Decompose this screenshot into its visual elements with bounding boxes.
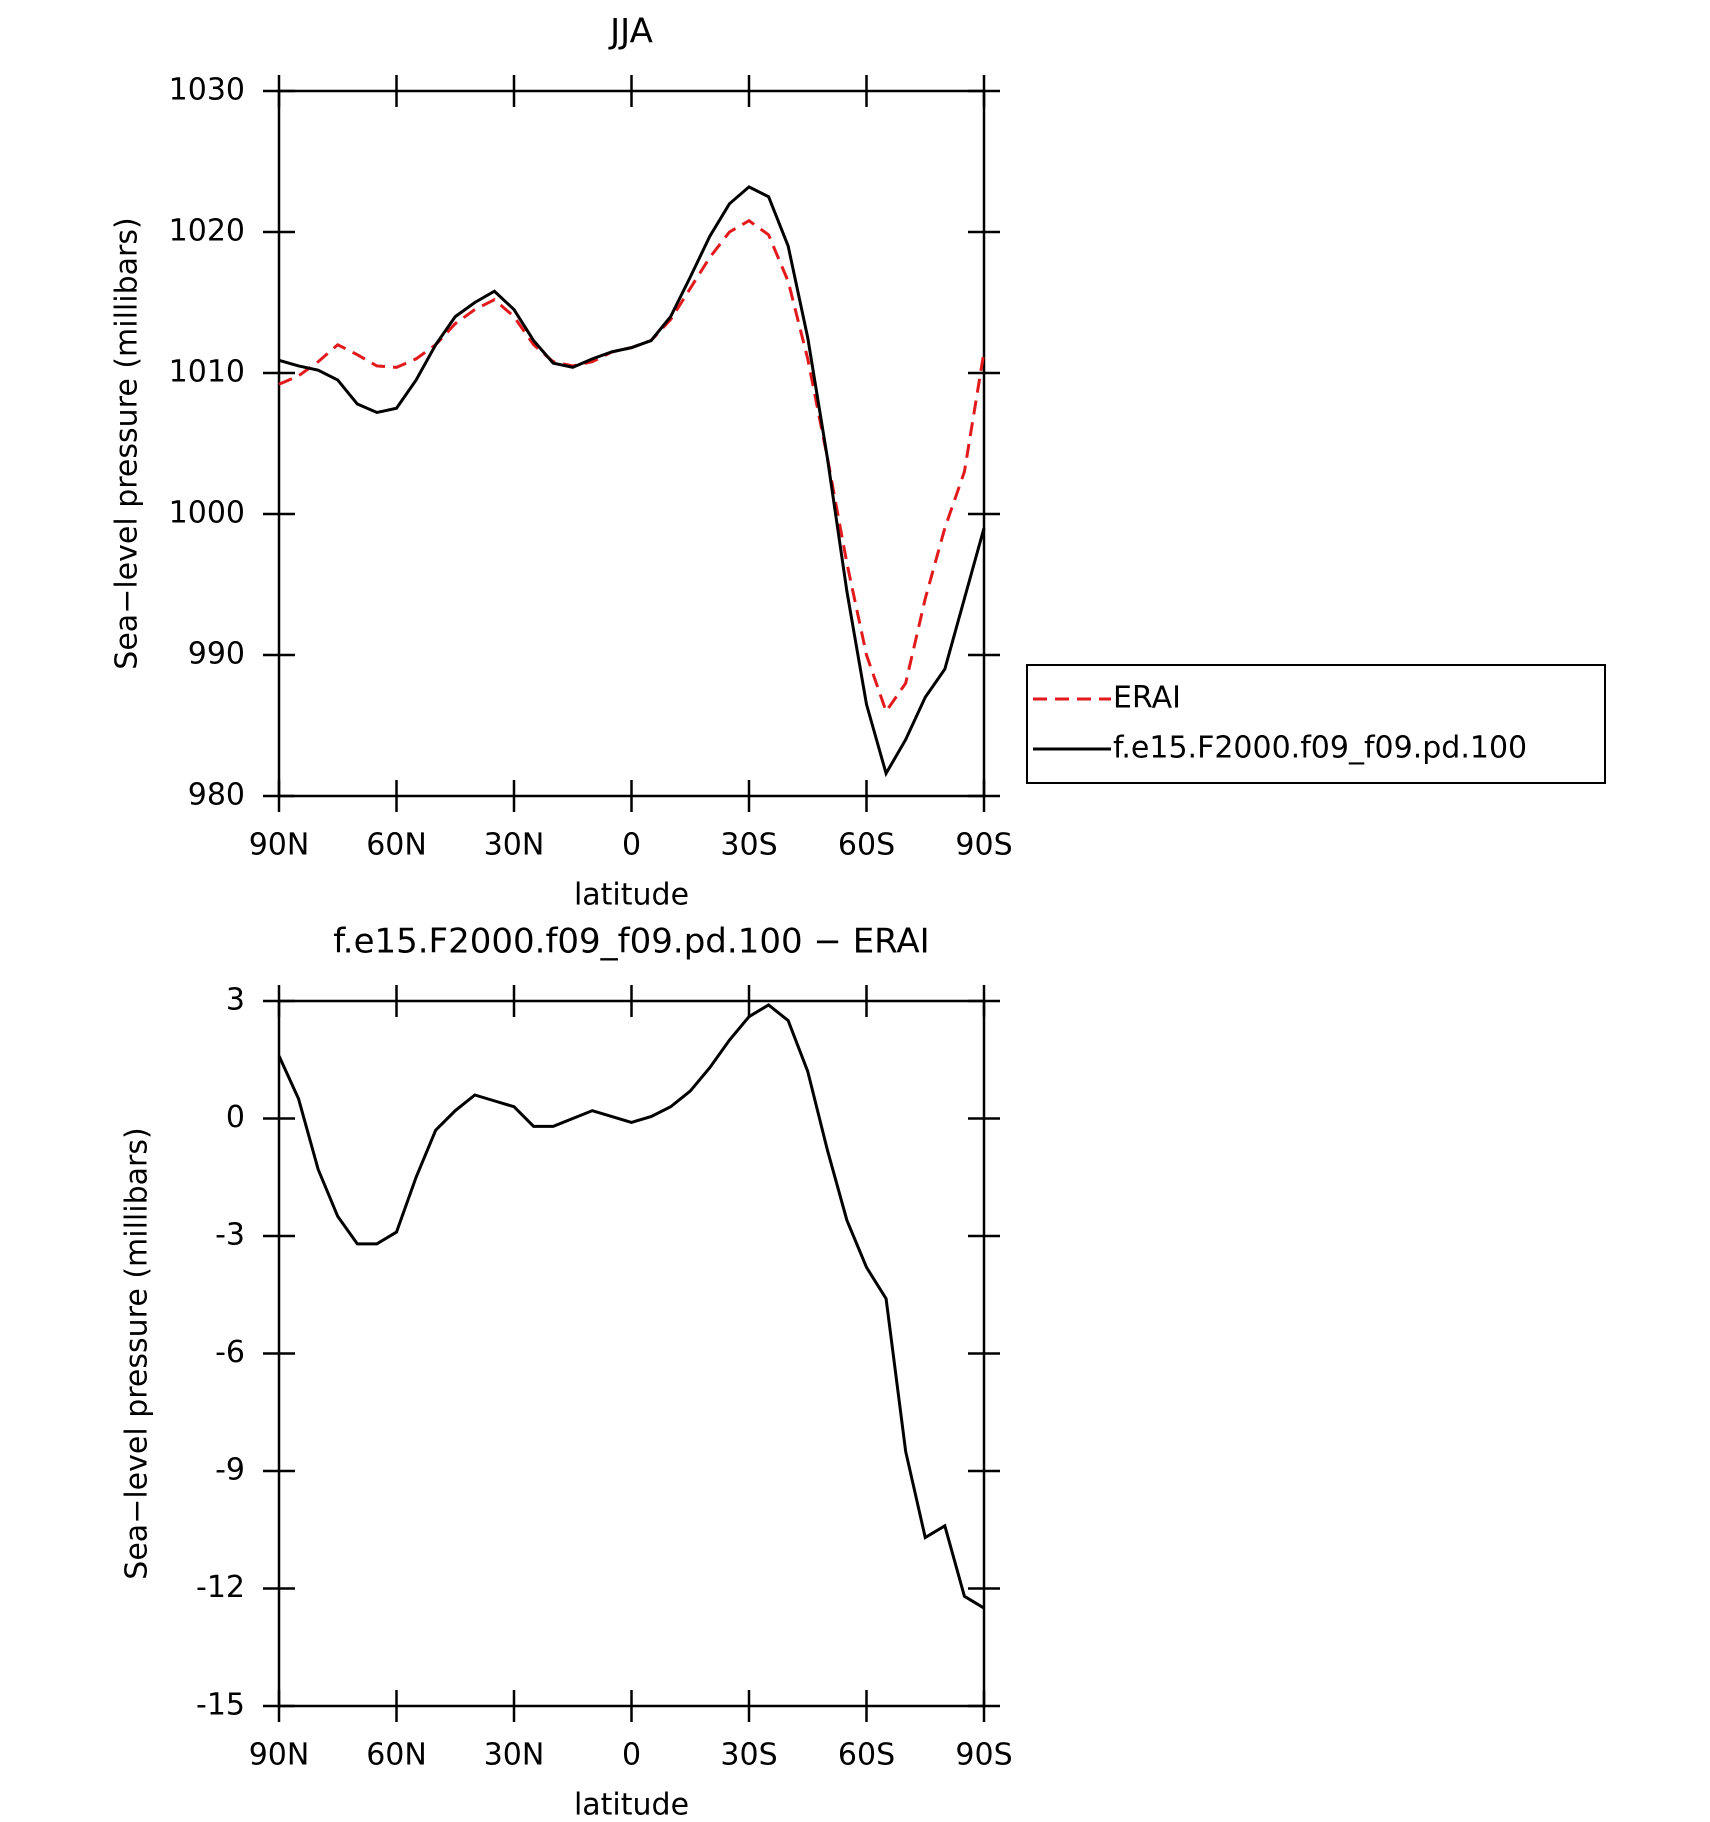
y-tick-label: 1010	[169, 355, 245, 390]
x-tick-label: 90N	[249, 1738, 310, 1773]
plot-frame	[277, 89, 986, 798]
series-line	[277, 1003, 985, 1610]
x-axis-label: latitude	[574, 878, 689, 913]
y-axis-label: Sea−level pressure (millibars)	[110, 217, 145, 669]
y-tick-label: 0	[226, 1100, 245, 1135]
plot-frame	[277, 999, 986, 1708]
x-tick-label: 90S	[955, 828, 1012, 863]
x-tick-label: 30N	[484, 828, 545, 863]
x-tick-label: 60S	[838, 1738, 895, 1773]
x-tick-label: 0	[622, 1738, 641, 1773]
y-tick-label: 1000	[169, 496, 245, 531]
x-axis-label: latitude	[574, 1788, 689, 1822]
y-tick-label: 1020	[169, 214, 245, 249]
series-line	[278, 218, 986, 715]
series-line	[278, 185, 986, 778]
legend-box	[1026, 664, 1606, 784]
y-tick-label: 980	[188, 778, 245, 813]
y-tick-label: -6	[215, 1335, 245, 1370]
x-tick-label: 30S	[720, 828, 777, 863]
x-tick-label: 0	[622, 828, 641, 863]
y-tick-label: 1030	[169, 73, 245, 108]
legend-label: f.e15.F2000.f09_f09.pd.100	[1113, 731, 1527, 766]
y-tick-label: -12	[196, 1570, 245, 1605]
y-tick-label: -3	[215, 1218, 245, 1253]
x-tick-label: 30N	[484, 1738, 545, 1773]
y-axis-label: Sea−level pressure (millibars)	[120, 1127, 155, 1579]
y-tick-label: 990	[188, 637, 245, 672]
x-tick-label: 30S	[720, 1738, 777, 1773]
x-tick-label: 90N	[249, 828, 310, 863]
x-tick-label: 60N	[366, 828, 427, 863]
x-tick-label: 90S	[955, 1738, 1012, 1773]
legend-label: ERAI	[1113, 681, 1181, 716]
chart-title: f.e15.F2000.f09_f09.pd.100 − ERAI	[333, 922, 929, 962]
x-tick-label: 60N	[366, 1738, 427, 1773]
y-tick-label: -15	[196, 1688, 245, 1723]
y-tick-label: -9	[215, 1453, 245, 1488]
y-tick-label: 3	[226, 983, 245, 1018]
x-tick-label: 60S	[838, 828, 895, 863]
chart-title: JJA	[608, 12, 653, 52]
